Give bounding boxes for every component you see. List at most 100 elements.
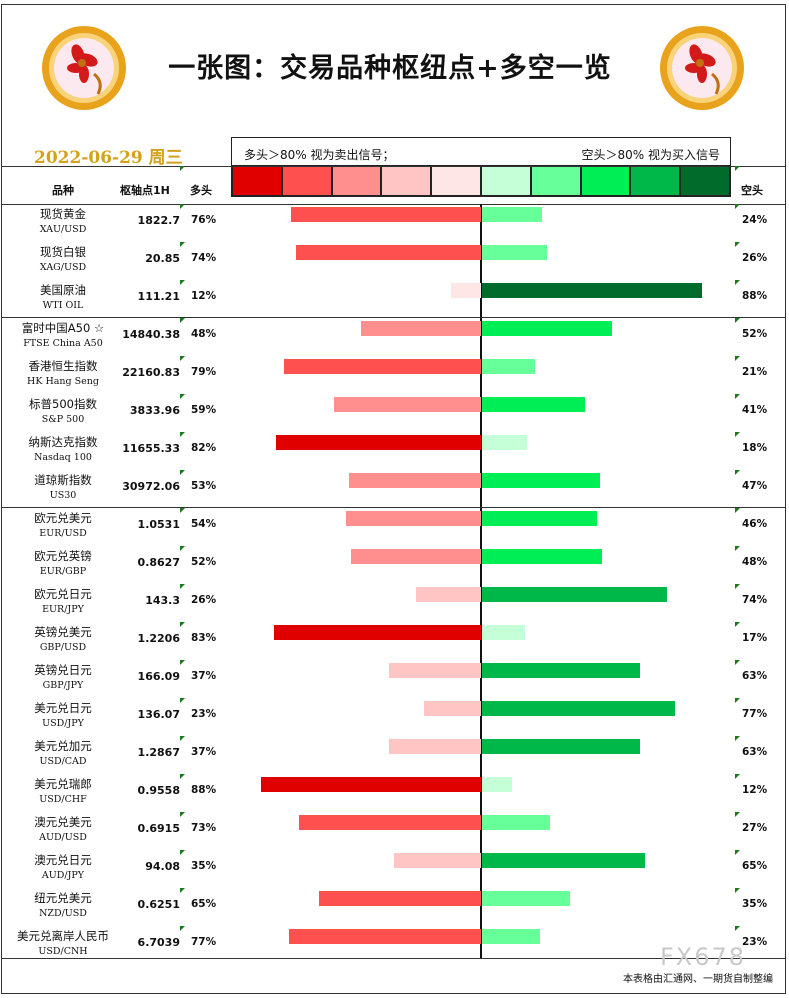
cell-marker	[180, 584, 185, 589]
instrument-cn: 欧元兑美元	[34, 511, 92, 525]
instrument-en: AUD/JPY	[41, 870, 85, 881]
cell-marker	[180, 242, 185, 247]
table-row: 纳斯达克指数 Nasdaq 100 11655.33 82% 18%	[0, 432, 789, 470]
cell-marker	[180, 166, 185, 171]
bull-bar	[361, 321, 481, 336]
bear-percent: 63%	[742, 746, 768, 758]
bull-percent: 37%	[191, 746, 217, 758]
instrument-en: S&P 500	[41, 414, 85, 425]
instrument-name: 欧元兑美元 EUR/USD	[4, 511, 122, 541]
legend-swatch	[431, 165, 481, 196]
instrument-name: 道琼斯指数 US30	[4, 473, 122, 503]
instrument-name: 富时中国A50 ☆ FTSE China A50	[4, 321, 122, 351]
bull-percent: 73%	[191, 822, 217, 834]
bull-bar	[276, 435, 481, 450]
table-row: 美元兑离岸人民币 USD/CNH 6.7039 77% 23%	[0, 926, 789, 964]
bear-percent: 18%	[742, 442, 768, 454]
bull-percent: 88%	[191, 784, 217, 796]
header-name: 品种	[52, 184, 74, 197]
legend-swatches	[232, 165, 730, 196]
cell-marker	[180, 356, 185, 361]
cell-marker	[180, 318, 185, 323]
bull-percent: 59%	[191, 404, 217, 416]
instrument-cn: 澳元兑美元	[34, 815, 92, 829]
cell-marker	[735, 736, 740, 741]
bear-bar	[482, 511, 597, 526]
instrument-name: 英镑兑日元 GBP/JPY	[4, 663, 122, 693]
header-divider-top	[1, 166, 786, 167]
instrument-cn: 欧元兑英镑	[34, 549, 92, 563]
bear-percent: 17%	[742, 632, 768, 644]
table-row: 澳元兑美元 AUD/USD 0.6915 73% 27%	[0, 812, 789, 850]
bull-bar	[261, 777, 481, 792]
legend-swatch	[580, 165, 631, 196]
instrument-en: FTSE China A50	[23, 338, 103, 349]
bear-percent: 24%	[742, 214, 768, 226]
bear-bar	[482, 397, 585, 412]
pivot-value: 30972.06	[122, 480, 180, 493]
cell-marker	[180, 812, 185, 817]
cell-marker	[735, 812, 740, 817]
pivot-value: 0.6915	[137, 822, 180, 835]
instrument-name: 标普500指数 S&P 500	[4, 397, 122, 427]
bull-bar	[393, 853, 481, 868]
table-row: 欧元兑日元 EUR/JPY 143.3 26% 74%	[0, 584, 789, 622]
header-bull: 多头	[190, 184, 212, 197]
pivot-value: 166.09	[137, 670, 180, 683]
cell-marker	[180, 432, 185, 437]
instrument-name: 香港恒生指数 HK Hang Seng	[4, 359, 122, 389]
watermark: FX678	[660, 943, 747, 971]
bear-bar	[482, 815, 550, 830]
instrument-name: 纽元兑美元 NZD/USD	[4, 891, 122, 921]
table-row: 欧元兑英镑 EUR/GBP 0.8627 52% 48%	[0, 546, 789, 584]
cell-marker	[735, 508, 740, 513]
instrument-name: 纳斯达克指数 Nasdaq 100	[4, 435, 122, 465]
bear-bar	[482, 587, 667, 602]
legend-swatch	[381, 165, 432, 196]
cell-marker	[180, 204, 185, 209]
bull-bar	[283, 359, 481, 374]
cell-marker	[180, 508, 185, 513]
instrument-cn: 美元兑日元	[34, 701, 92, 715]
legend-swatch	[281, 165, 332, 196]
instrument-cn: 香港恒生指数	[28, 359, 98, 373]
instrument-cn: 欧元兑日元	[34, 587, 92, 601]
instrument-cn: 道琼斯指数	[34, 473, 92, 487]
cell-marker	[735, 166, 740, 171]
bull-bar	[298, 815, 481, 830]
bull-bar	[351, 549, 481, 564]
pivot-value: 94.08	[145, 860, 180, 873]
pivot-value: 111.21	[137, 290, 180, 303]
bull-bar	[423, 701, 481, 716]
pivot-value: 0.8627	[137, 556, 180, 569]
pivot-value: 20.85	[145, 252, 180, 265]
flower-logo-left	[42, 26, 126, 110]
legend-swatch	[480, 165, 531, 196]
pivot-value: 11655.33	[122, 442, 180, 455]
pivot-value: 22160.83	[122, 366, 180, 379]
header-divider-bottom	[1, 204, 786, 205]
cell-marker	[180, 470, 185, 475]
cell-marker	[735, 432, 740, 437]
table-bottom-line	[1, 958, 786, 959]
cell-marker	[180, 698, 185, 703]
legend-swatch	[331, 165, 382, 196]
bear-bar	[482, 701, 675, 716]
cell-marker	[180, 546, 185, 551]
instrument-en: WTI OIL	[42, 300, 84, 311]
instrument-name: 美元兑加元 USD/CAD	[4, 739, 122, 769]
cell-marker	[735, 204, 740, 209]
pivot-value: 6.7039	[137, 936, 180, 949]
instrument-cn: 标普500指数	[29, 397, 97, 411]
pivot-value: 3833.96	[129, 404, 180, 417]
table-row: 美国原油 WTI OIL 111.21 12% 88%	[0, 280, 789, 318]
table-row: 英镑兑日元 GBP/JPY 166.09 37% 63%	[0, 660, 789, 698]
pivot-value: 143.3	[145, 594, 180, 607]
bear-bar	[482, 891, 570, 906]
bull-percent: 82%	[191, 442, 217, 454]
instrument-name: 欧元兑日元 EUR/JPY	[4, 587, 122, 617]
instrument-name: 英镑兑美元 GBP/USD	[4, 625, 122, 655]
bull-percent: 74%	[191, 252, 217, 264]
cell-marker	[735, 698, 740, 703]
bear-percent: 12%	[742, 784, 768, 796]
